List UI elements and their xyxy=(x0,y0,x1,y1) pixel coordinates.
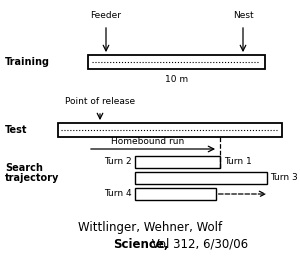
Bar xyxy=(135,156,220,168)
Text: Homebound run: Homebound run xyxy=(111,137,184,146)
Text: Point of release: Point of release xyxy=(65,97,135,106)
Text: trajectory: trajectory xyxy=(5,173,59,183)
Text: Feeder: Feeder xyxy=(91,11,122,20)
Bar xyxy=(88,55,265,69)
Bar xyxy=(135,188,216,200)
Bar xyxy=(135,172,267,184)
Bar xyxy=(58,123,282,137)
Text: Wittlinger, Wehner, Wolf: Wittlinger, Wehner, Wolf xyxy=(78,222,222,235)
Text: Science,: Science, xyxy=(113,237,169,250)
Text: Nest: Nest xyxy=(233,11,253,20)
Text: Turn 4: Turn 4 xyxy=(104,189,132,198)
Text: Training: Training xyxy=(5,57,50,67)
Text: Turn 1: Turn 1 xyxy=(224,157,252,166)
Text: Test: Test xyxy=(5,125,28,135)
Text: 10 m: 10 m xyxy=(165,75,188,84)
Text: Turn 3: Turn 3 xyxy=(270,174,298,183)
Text: Vol 312, 6/30/06: Vol 312, 6/30/06 xyxy=(148,237,248,250)
Text: Turn 2: Turn 2 xyxy=(104,157,132,166)
Text: Search: Search xyxy=(5,163,43,173)
